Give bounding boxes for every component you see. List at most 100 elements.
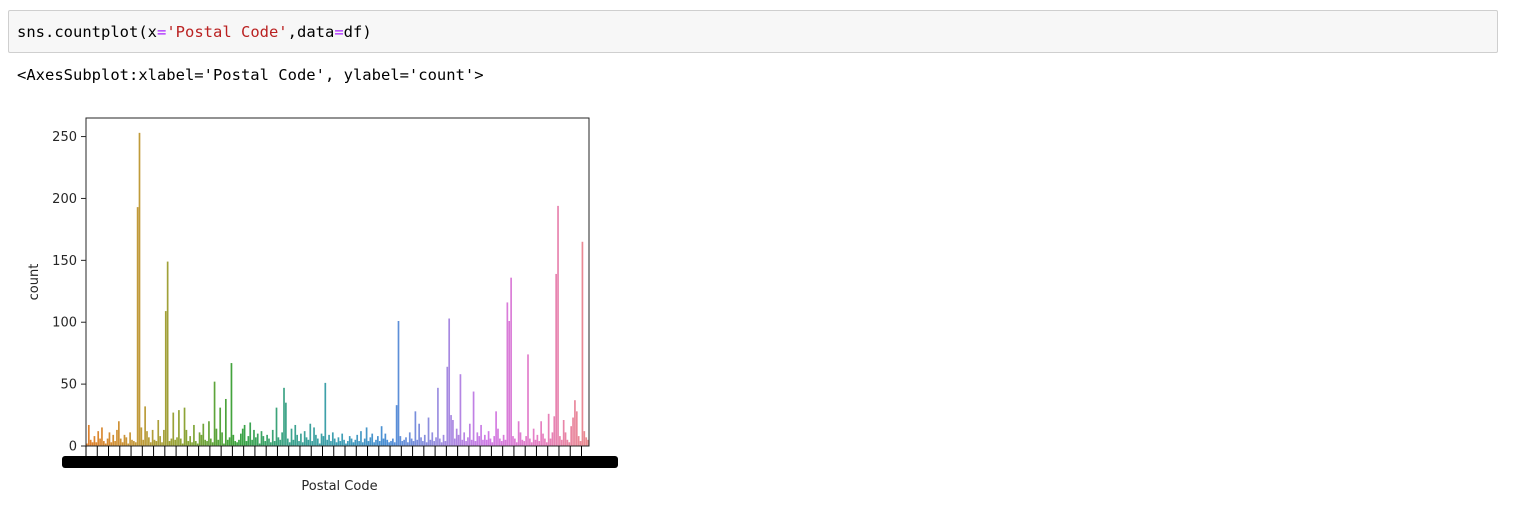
bar bbox=[401, 441, 404, 446]
bar bbox=[183, 407, 186, 446]
bar bbox=[585, 437, 588, 446]
bar bbox=[331, 432, 334, 446]
bar bbox=[101, 427, 103, 446]
bar bbox=[322, 436, 325, 446]
bar bbox=[356, 434, 359, 446]
bar bbox=[230, 363, 233, 446]
bar bbox=[341, 433, 344, 446]
bar bbox=[136, 207, 139, 446]
bar bbox=[215, 428, 218, 446]
x-tick-labels-band bbox=[62, 446, 618, 468]
bar bbox=[301, 442, 304, 446]
bar bbox=[307, 439, 310, 446]
bar bbox=[102, 441, 105, 446]
bar bbox=[350, 438, 353, 446]
y-tick-label: 200 bbox=[52, 192, 77, 207]
bar bbox=[579, 441, 582, 446]
bar bbox=[164, 311, 167, 446]
bar bbox=[478, 436, 481, 446]
bar bbox=[219, 407, 222, 446]
bar bbox=[553, 416, 556, 446]
bar bbox=[515, 442, 518, 446]
bar bbox=[455, 428, 458, 446]
bar bbox=[255, 437, 257, 446]
bar bbox=[333, 438, 336, 446]
bar bbox=[384, 433, 387, 446]
bar bbox=[87, 424, 90, 446]
bar bbox=[525, 436, 527, 446]
bar bbox=[95, 442, 98, 446]
bar bbox=[482, 439, 484, 446]
bar bbox=[91, 442, 94, 446]
y-axis-label: count bbox=[27, 264, 42, 301]
bar bbox=[204, 439, 207, 446]
bar bbox=[260, 431, 263, 446]
bar bbox=[320, 433, 323, 446]
bar bbox=[416, 439, 419, 446]
y-tick-label: 100 bbox=[52, 316, 77, 331]
bar bbox=[446, 366, 449, 446]
bar bbox=[256, 433, 259, 446]
bar bbox=[281, 432, 283, 446]
bar bbox=[106, 438, 109, 446]
bar bbox=[213, 381, 216, 446]
bar bbox=[146, 431, 148, 446]
bar bbox=[452, 420, 454, 446]
bar bbox=[283, 387, 285, 446]
bar bbox=[363, 438, 366, 446]
bar bbox=[412, 441, 415, 446]
bar bbox=[468, 423, 471, 446]
bar bbox=[125, 437, 128, 446]
bar bbox=[144, 406, 146, 446]
bar bbox=[555, 273, 557, 446]
bar bbox=[429, 439, 432, 446]
bar bbox=[373, 442, 375, 446]
bar bbox=[99, 438, 101, 446]
bar bbox=[294, 424, 297, 446]
code-data-name: df) bbox=[343, 22, 372, 41]
bar bbox=[326, 439, 329, 446]
code-string-arg: 'Postal Code' bbox=[166, 22, 288, 41]
bar bbox=[226, 439, 229, 446]
bar bbox=[264, 441, 267, 446]
bar bbox=[228, 437, 231, 446]
bar bbox=[440, 442, 443, 446]
bar bbox=[189, 436, 192, 446]
bar bbox=[489, 438, 492, 446]
bar bbox=[557, 205, 559, 446]
bar bbox=[170, 438, 173, 446]
bar bbox=[168, 441, 171, 446]
bar bbox=[318, 443, 321, 446]
bar bbox=[345, 443, 347, 446]
bar bbox=[532, 428, 535, 446]
bar bbox=[476, 432, 479, 446]
bar bbox=[361, 442, 364, 446]
bar bbox=[290, 428, 293, 446]
bar bbox=[268, 438, 270, 446]
bar bbox=[303, 431, 306, 446]
bar bbox=[530, 442, 533, 446]
bar bbox=[151, 429, 154, 446]
bar bbox=[438, 438, 441, 446]
code-equals-1: = bbox=[156, 22, 167, 41]
bar bbox=[408, 432, 411, 446]
bar bbox=[159, 436, 161, 446]
bar bbox=[442, 434, 445, 446]
bar bbox=[202, 423, 205, 446]
bar bbox=[378, 441, 381, 446]
bar bbox=[487, 431, 490, 446]
bar bbox=[352, 442, 355, 446]
bar bbox=[275, 407, 278, 446]
bar bbox=[315, 434, 317, 446]
bar bbox=[461, 439, 464, 446]
bar bbox=[397, 320, 400, 446]
bar bbox=[300, 433, 302, 446]
bar bbox=[570, 426, 573, 446]
bar bbox=[86, 443, 88, 446]
bar bbox=[380, 426, 383, 446]
bar bbox=[551, 432, 554, 446]
bar bbox=[194, 441, 197, 446]
code-cell[interactable]: sns.countplot(x = 'Postal Code' ,data = df) bbox=[8, 10, 1498, 53]
bar bbox=[247, 436, 250, 446]
bar bbox=[523, 441, 526, 446]
